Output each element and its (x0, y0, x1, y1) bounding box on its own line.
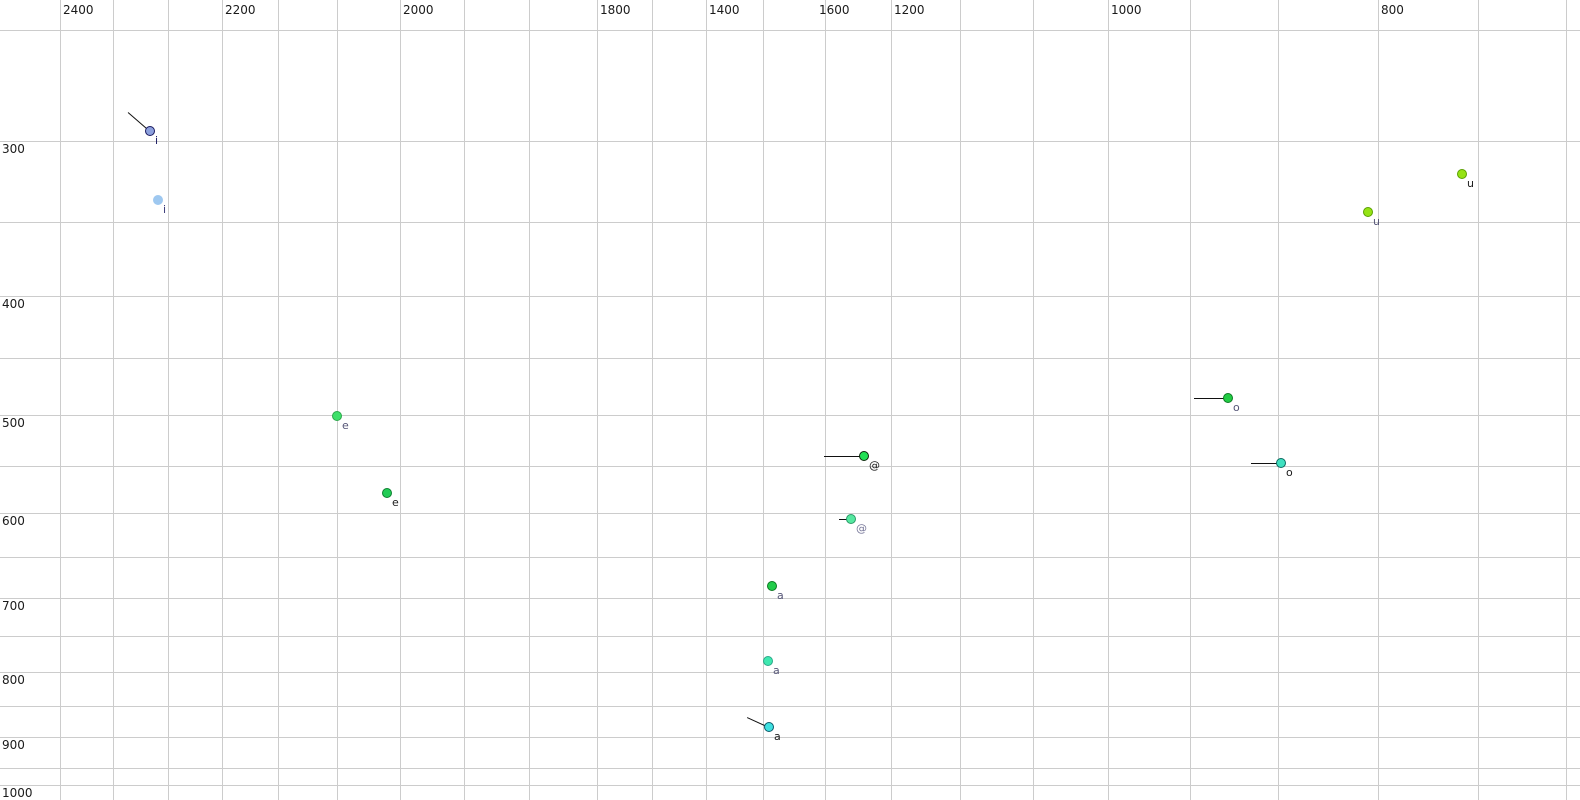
data-point-a-3[interactable] (764, 722, 774, 732)
data-point-label-e-1: e (342, 419, 349, 432)
data-point-label-a-3: a (774, 730, 781, 743)
data-point-e-2[interactable] (382, 488, 392, 498)
data-point-label-i-2: i (163, 203, 167, 216)
data-point-label-u-2: u (1373, 215, 1380, 228)
data-point-label-a-1: a (777, 589, 784, 602)
y-axis-tick-label: 600 (2, 514, 25, 528)
gridline-horizontal (0, 466, 1580, 467)
y-axis-tick-label: 800 (2, 673, 25, 687)
gridline-horizontal (0, 141, 1580, 142)
data-point-u-1[interactable] (1457, 169, 1467, 179)
x-axis-tick-label: 2000 (403, 3, 434, 17)
gridline-horizontal (0, 785, 1580, 786)
data-point-e-1[interactable] (332, 411, 342, 421)
data-point-o-2[interactable] (1276, 458, 1286, 468)
x-axis-tick-label: 1600 (819, 3, 850, 17)
data-point-i-2[interactable] (153, 195, 163, 205)
y-axis-tick-label: 300 (2, 142, 25, 156)
gridline-vertical (1190, 0, 1191, 800)
gridline-vertical (337, 0, 338, 800)
gridline-vertical (891, 0, 892, 800)
data-point-label-o-1: o (1233, 401, 1240, 414)
gridline-vertical (1566, 0, 1567, 800)
gridline-horizontal (0, 672, 1580, 673)
gridline-vertical (706, 0, 707, 800)
gridline-vertical (825, 0, 826, 800)
gridline-vertical (222, 0, 223, 800)
data-point-u-2[interactable] (1363, 207, 1373, 217)
gridline-horizontal (0, 706, 1580, 707)
gridline-vertical (1278, 0, 1279, 800)
gridline-vertical (960, 0, 961, 800)
y-axis-tick-label: 1000 (2, 786, 33, 800)
gridline-vertical (464, 0, 465, 800)
gridline-horizontal (0, 296, 1580, 297)
data-point-i-1[interactable] (145, 126, 155, 136)
data-point-label-at-2: @ (856, 522, 867, 535)
gridline-horizontal (0, 30, 1580, 31)
y-axis-tick-label: 400 (2, 297, 25, 311)
data-point-label-a-2: a (773, 664, 780, 677)
data-point-label-at-1: @ (869, 459, 880, 472)
gridline-horizontal (0, 737, 1580, 738)
gridline-horizontal (0, 358, 1580, 359)
gridline-vertical (168, 0, 169, 800)
data-point-o-1[interactable] (1223, 393, 1233, 403)
gridline-vertical (400, 0, 401, 800)
gridline-horizontal (0, 768, 1580, 769)
gridline-vertical (652, 0, 653, 800)
gridline-vertical (60, 0, 61, 800)
gridline-vertical (1478, 0, 1479, 800)
y-axis-tick-label: 900 (2, 738, 25, 752)
gridline-vertical (113, 0, 114, 800)
gridline-vertical (1378, 0, 1379, 800)
gridline-vertical (529, 0, 530, 800)
y-axis-tick-label: 700 (2, 599, 25, 613)
gridline-horizontal (0, 513, 1580, 514)
x-axis-tick-label: 1800 (600, 3, 631, 17)
x-axis-tick-label: 1400 (709, 3, 740, 17)
x-axis-tick-label: 1000 (1111, 3, 1142, 17)
gridline-horizontal (0, 557, 1580, 558)
gridline-horizontal (0, 636, 1580, 637)
gridline-horizontal (0, 598, 1580, 599)
x-axis-tick-label: 1200 (894, 3, 925, 17)
gridline-vertical (1108, 0, 1109, 800)
gridline-horizontal (0, 222, 1580, 223)
data-point-label-u-1: u (1467, 177, 1474, 190)
gridline-vertical (597, 0, 598, 800)
x-axis-tick-label: 2400 (63, 3, 94, 17)
gridline-vertical (1033, 0, 1034, 800)
data-point-label-i-1: i (155, 134, 159, 147)
y-axis-tick-label: 500 (2, 416, 25, 430)
gridline-vertical (278, 0, 279, 800)
data-point-at-2[interactable] (846, 514, 856, 524)
gridline-horizontal (0, 415, 1580, 416)
x-axis-tick-label: 2200 (225, 3, 256, 17)
data-point-label-o-2: o (1286, 466, 1293, 479)
data-point-at-1[interactable] (859, 451, 869, 461)
gridline-vertical (763, 0, 764, 800)
x-axis-tick-label: 800 (1381, 3, 1404, 17)
data-point-a-1[interactable] (767, 581, 777, 591)
data-point-a-2[interactable] (763, 656, 773, 666)
data-point-label-e-2: e (392, 496, 399, 509)
